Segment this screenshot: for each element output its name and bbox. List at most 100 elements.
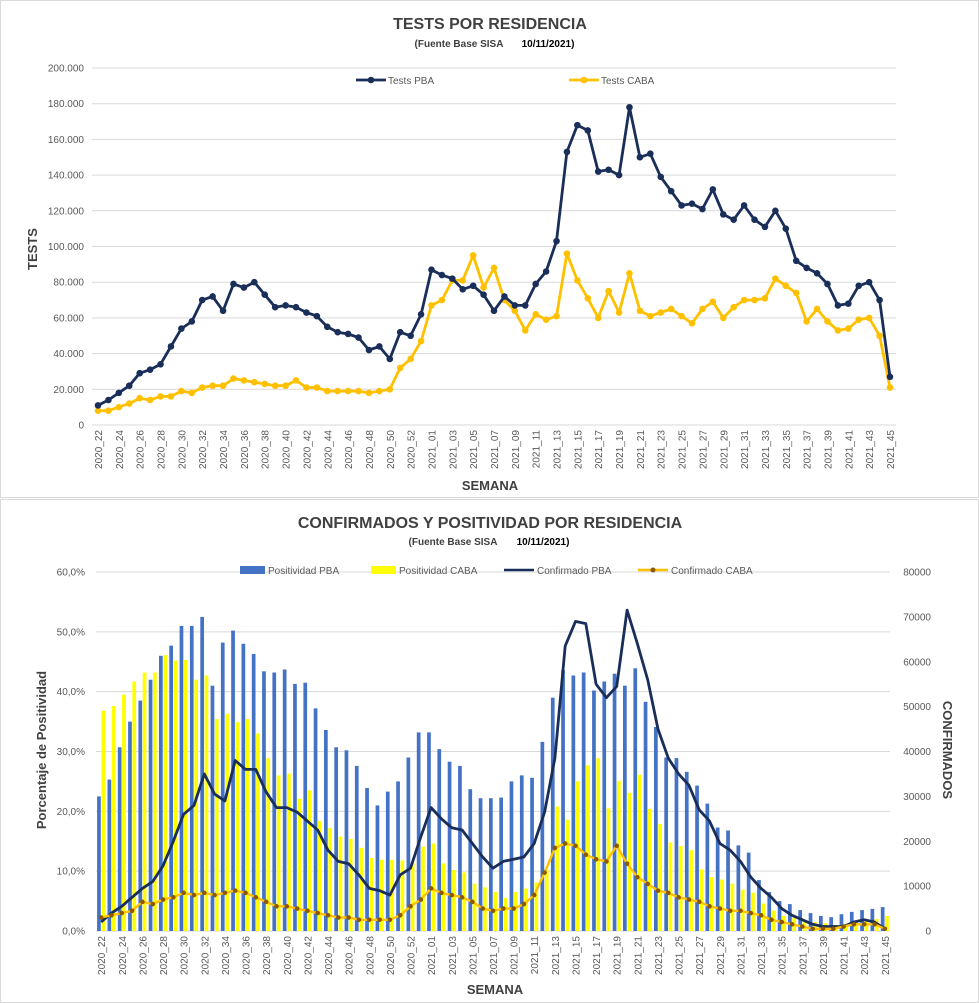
tests-pba-point (647, 150, 654, 157)
positividad-pba-bar (416, 732, 421, 931)
y-tick-label: 80.000 (53, 278, 84, 289)
positividad-pba-bar (313, 708, 318, 931)
tests-caba-point (167, 393, 175, 400)
confirmado-caba-point (583, 852, 589, 858)
tests-chart-date: 10/11/2021) (522, 39, 575, 50)
tests-pba-point (480, 291, 487, 298)
positividad-caba-bar (730, 883, 735, 931)
y2-tick-label: 40000 (903, 747, 931, 758)
positividad-caba-bar (802, 920, 807, 931)
positividad-pba-bar (282, 669, 287, 931)
positividad-caba-bar (648, 808, 652, 931)
tests-pba-point (521, 302, 529, 309)
positividad-pba-bar (447, 761, 452, 931)
positividad-caba-bar (245, 719, 250, 931)
positividad-caba-bar (173, 660, 178, 931)
tests-pba-point (709, 186, 717, 193)
x-tick-label: 2020_40 (283, 936, 294, 975)
tests-caba-point (188, 389, 196, 397)
tests-caba-point (751, 296, 758, 304)
positividad-caba-bar (720, 879, 724, 931)
tests-caba-point (303, 384, 310, 391)
x-tick-label: 2021_23 (654, 936, 665, 975)
tests-chart-title: TESTS POR RESIDENCIA (393, 16, 587, 33)
confirmado-caba-point (356, 917, 362, 923)
confirmado-caba-point (284, 904, 290, 909)
confirmado-caba-point (171, 895, 176, 900)
tests-caba-point (678, 312, 685, 320)
positividad-pba-bar (107, 779, 112, 931)
tests-caba-point (876, 332, 883, 340)
confirmado-caba-point (635, 874, 640, 880)
tests-caba-point (647, 312, 654, 320)
x-tick-label: 2021_09 (511, 430, 522, 469)
confirmado-caba-point (717, 906, 723, 911)
tests-pba-point (115, 389, 123, 397)
positividad-y-axis-title: Porcentaje de Positividad (34, 671, 49, 829)
tests-caba-point (261, 380, 269, 388)
positividad-caba-bar (183, 660, 188, 931)
confirmado-caba-point (696, 899, 702, 905)
tests-pba-point (188, 318, 196, 325)
tests-caba-point (469, 252, 477, 259)
tests-caba-point (396, 364, 404, 372)
x-tick-label: 2020_34 (221, 936, 232, 975)
confirmado-caba-point (222, 890, 228, 896)
tests-caba-point (178, 387, 185, 395)
confirmado-caba-point (387, 917, 393, 923)
positividad-caba-bar (575, 781, 580, 931)
tests-pba-point (657, 173, 665, 181)
tests-pba-point (376, 343, 383, 350)
x-tick-label: 2021_33 (761, 430, 772, 469)
y2-tick-label: 60000 (903, 657, 931, 668)
positividad-pba-bar (726, 830, 730, 931)
confirmado-caba-point (562, 841, 568, 846)
positividad-pba-bar (385, 791, 390, 931)
y-tick-label: 200.000 (48, 64, 85, 75)
tests-pba-point (792, 257, 800, 265)
x-tick-label: 2021_13 (553, 430, 564, 469)
tests-pba-point (334, 328, 341, 336)
x-tick-label: 2020_50 (386, 936, 397, 975)
tests-pba-legend-marker (367, 76, 375, 84)
x-tick-label: 2020_44 (323, 430, 334, 469)
confirmado-caba-point (397, 912, 403, 918)
x-tick-label: 2020_42 (303, 936, 314, 975)
tests-caba-point (376, 387, 383, 395)
tests-pba-point (563, 148, 571, 156)
positividad-caba-bar (359, 847, 363, 931)
confirmados-chart: CONFIRMADOS Y POSITIVIDAD POR RESIDENCIA… (34, 515, 955, 997)
tests-pba-point (386, 355, 394, 363)
x-tick-label: 2021_43 (860, 936, 871, 975)
tests-caba-point (824, 318, 831, 325)
x-tick-label: 2020_52 (407, 430, 418, 469)
positividad-caba-bar (885, 916, 889, 931)
confirmado-caba-point (738, 908, 743, 914)
tests-caba-point (615, 309, 623, 316)
confirmados-x-axis-title: SEMANA (467, 982, 524, 997)
confirmado-caba-point (593, 856, 599, 862)
positividad-pba-bar (220, 642, 225, 931)
confirmado-caba-point (232, 888, 238, 893)
x-tick-label: 2020_38 (261, 430, 272, 469)
x-tick-label: 2020_34 (219, 430, 230, 469)
tests-caba-point (209, 382, 216, 390)
x-tick-label: 2021_17 (592, 936, 603, 975)
positividad-caba-bar (472, 883, 477, 931)
positividad-caba-bar (318, 820, 322, 931)
tests-pba-point (542, 268, 550, 275)
x-tick-label: 2020_30 (180, 936, 191, 975)
positividad-caba-bar (297, 798, 302, 931)
tests-caba-point (146, 396, 154, 404)
x-tick-label: 2021_13 (551, 936, 562, 975)
x-tick-label: 2021_21 (633, 936, 644, 975)
positividad-pba-bar (159, 655, 163, 931)
positividad-pba-bar (571, 675, 576, 931)
positividad-caba-bar (565, 819, 570, 931)
x-tick-label: 2020_26 (136, 430, 147, 469)
positividad-caba-bar (524, 888, 528, 931)
positividad-pba-bar (705, 803, 710, 931)
confirmado-caba-point (181, 890, 186, 896)
tests-pba-legend-label: Tests PBA (388, 76, 434, 87)
tests-caba-point (105, 407, 112, 415)
